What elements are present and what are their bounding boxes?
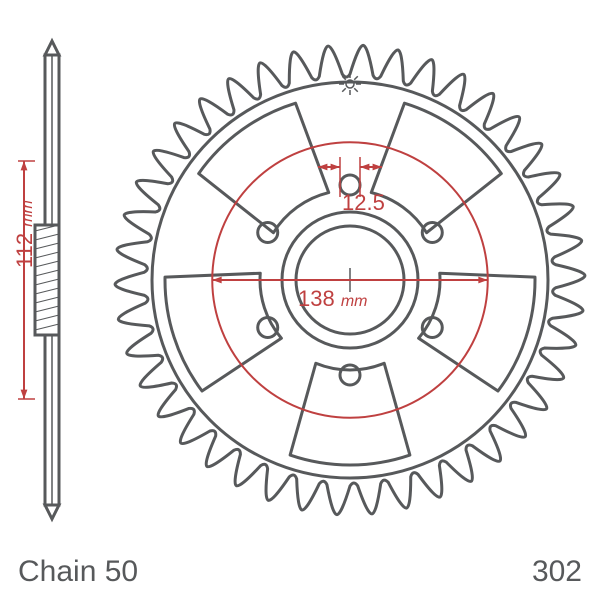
side-height-dimension: 112 mm xyxy=(12,200,38,268)
bolt-hole-dimension: 12.5 xyxy=(342,190,385,216)
part-number: 302 xyxy=(532,555,582,589)
chain-label: Chain 50 xyxy=(18,555,138,589)
bolt-circle-dimension: 138 mm xyxy=(298,286,368,312)
